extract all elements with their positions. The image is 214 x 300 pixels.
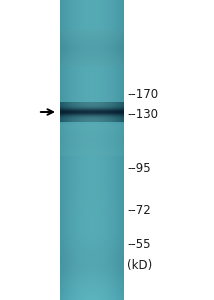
Text: --95: --95 bbox=[127, 161, 151, 175]
Text: --170: --170 bbox=[127, 88, 158, 101]
Text: --130: --130 bbox=[127, 109, 158, 122]
Text: --55: --55 bbox=[127, 238, 151, 251]
Text: --72: --72 bbox=[127, 203, 151, 217]
Text: (kD): (kD) bbox=[127, 259, 152, 272]
